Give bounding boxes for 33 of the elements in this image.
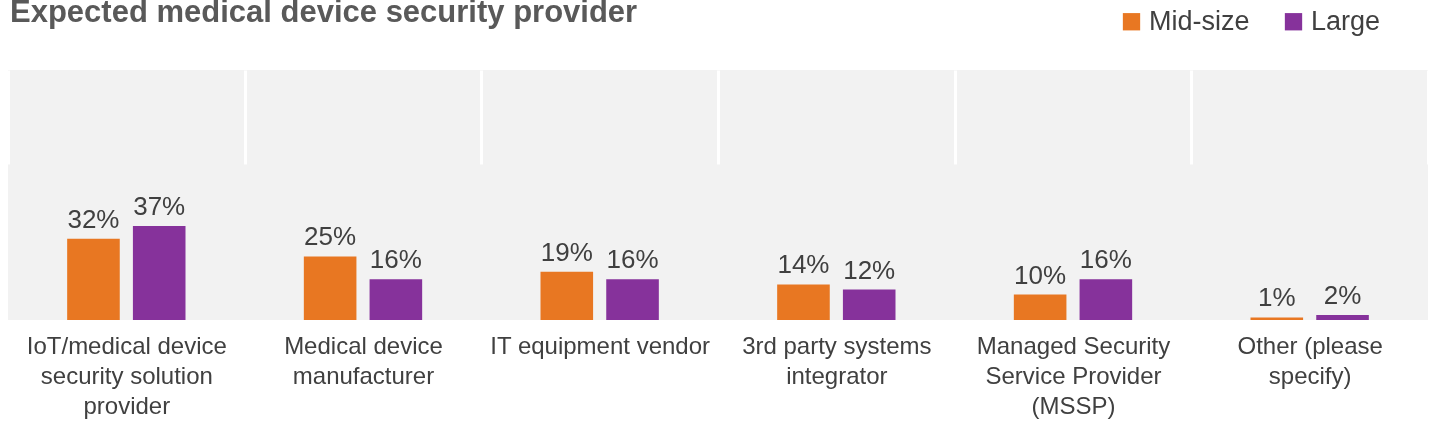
data-label: 37% [133, 191, 186, 221]
bar [1013, 294, 1067, 320]
data-label: 14% [777, 249, 830, 280]
legend-label: Mid-size [1149, 5, 1250, 36]
bar [842, 289, 896, 320]
x-tick-label: IoT/medical device security solution provider [26, 331, 227, 419]
data-label: 32% [67, 203, 120, 234]
x-tick-label: Medical device manufacturer [284, 331, 443, 389]
x-tick-label: Other (please specify) [1237, 331, 1383, 389]
data-label: 12% [843, 254, 896, 285]
bar [1250, 317, 1304, 320]
x-tick-label: 3rd party systems integrator [742, 331, 932, 389]
bar [369, 279, 423, 320]
data-label: 1% [1258, 282, 1296, 313]
x-tick-label: IT equipment vendor [490, 331, 711, 359]
bar [132, 226, 186, 320]
data-label: 16% [606, 244, 659, 275]
bar [1316, 314, 1369, 320]
bar [303, 256, 357, 320]
bar [540, 271, 594, 320]
data-label: 25% [304, 221, 357, 252]
data-label: 16% [369, 244, 422, 275]
bar [606, 279, 659, 320]
x-tick-label: Managed Security Service Provider (MSSP) [976, 331, 1171, 419]
bar [1079, 279, 1133, 320]
bar [777, 284, 830, 320]
data-label: 2% [1323, 279, 1362, 310]
data-label: 16% [1079, 244, 1132, 275]
data-label: 19% [540, 236, 593, 267]
data-label: 10% [1014, 259, 1067, 290]
chart-title: Expected medical device security provider [10, 0, 638, 30]
legend-label: Large [1311, 5, 1381, 36]
bar [67, 238, 120, 320]
